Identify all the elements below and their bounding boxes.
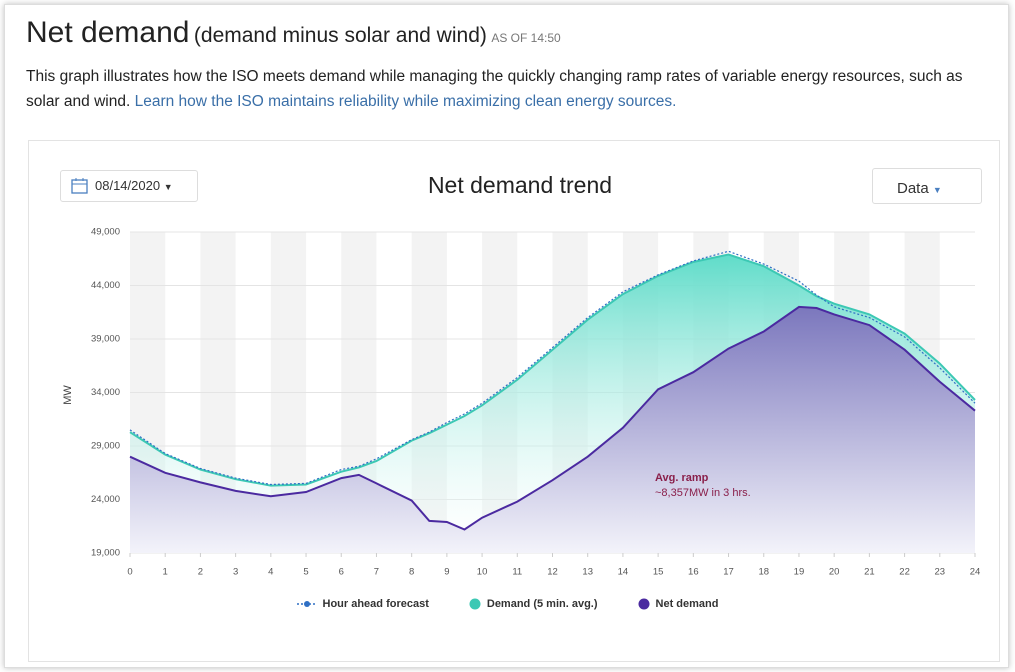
legend-swatch bbox=[296, 601, 317, 607]
x-tick-label: 10 bbox=[477, 567, 488, 578]
legend-swatch bbox=[469, 598, 481, 610]
x-tick-label: 8 bbox=[409, 567, 414, 578]
x-tick-label: 12 bbox=[547, 567, 558, 578]
x-tick-label: 18 bbox=[758, 567, 769, 578]
annotation-text: ~8,357MW in 3 hrs. bbox=[655, 487, 751, 499]
annotation-title: Avg. ramp bbox=[655, 472, 709, 484]
forecast-line bbox=[129, 250, 976, 486]
y-tick-label: 39,000 bbox=[91, 334, 120, 345]
y-tick-label: 49,000 bbox=[91, 227, 120, 238]
x-tick-label: 11 bbox=[512, 567, 522, 578]
description-text: This graph illustrates how the ISO meets… bbox=[26, 68, 963, 110]
y-tick-label: 34,000 bbox=[91, 387, 120, 398]
x-tick-label: 24 bbox=[970, 567, 981, 578]
data-button[interactable]: Data ▼ bbox=[872, 168, 982, 204]
link[interactable]: Learn how the ISO maintains reliability … bbox=[134, 93, 677, 110]
page-subtitle: (demand minus solar and wind) bbox=[193, 24, 487, 47]
x-tick-label: 17 bbox=[723, 567, 734, 578]
caret: ▼ bbox=[163, 182, 173, 192]
data-button-text: Data bbox=[897, 180, 929, 197]
x-tick-label: 21 bbox=[864, 567, 875, 578]
x-tick-label: 9 bbox=[444, 567, 449, 578]
x-tick-label: 0 bbox=[127, 567, 132, 578]
legend-item[interactable]: Net demand bbox=[638, 598, 719, 610]
x-tick-label: 20 bbox=[829, 567, 840, 578]
date-text: 08/14/2020 bbox=[95, 178, 161, 193]
x-tick-label: 22 bbox=[899, 567, 910, 578]
y-tick-label: 24,000 bbox=[91, 494, 120, 505]
calendar-icon bbox=[71, 178, 88, 194]
x-tick-label: 15 bbox=[653, 567, 664, 578]
y-axis-label: MW bbox=[62, 385, 74, 405]
page-title: Net demand bbox=[26, 16, 190, 49]
x-tick-label: 1 bbox=[163, 567, 168, 578]
x-tick-label: 2 bbox=[198, 567, 203, 578]
header: Net demand (demand minus solar and wind)… bbox=[26, 16, 561, 50]
chart-box bbox=[28, 140, 1000, 662]
y-tick-label: 29,000 bbox=[91, 441, 120, 452]
x-tick-label: 3 bbox=[233, 567, 238, 578]
x-tick-label: 19 bbox=[794, 567, 805, 578]
legend-label: Demand (5 min. avg.) bbox=[486, 598, 598, 610]
legend-label: Net demand bbox=[655, 598, 719, 610]
x-tick-label: 23 bbox=[935, 567, 946, 578]
x-tick-label: 13 bbox=[582, 567, 593, 578]
legend-item[interactable]: Hour ahead forecast bbox=[296, 598, 429, 610]
caret: ▼ bbox=[932, 185, 942, 195]
y-tick-label: 44,000 bbox=[91, 280, 120, 291]
legend-swatch bbox=[638, 598, 650, 610]
x-tick-label: 6 bbox=[339, 567, 344, 578]
chart-title: Net demand trend bbox=[428, 172, 612, 198]
net-demand-area bbox=[130, 306, 975, 553]
as-of: AS OF 14:50 bbox=[491, 31, 561, 45]
x-tick-label: 7 bbox=[374, 567, 379, 578]
net-demand-line bbox=[129, 305, 976, 531]
y-tick-label: 19,000 bbox=[91, 548, 120, 559]
legend-item[interactable]: Demand (5 min. avg.) bbox=[469, 598, 598, 610]
x-tick-label: 14 bbox=[618, 567, 629, 578]
x-tick-label: 4 bbox=[268, 567, 273, 578]
x-tick-label: 5 bbox=[303, 567, 308, 578]
legend: Hour ahead forecast Demand (5 min. avg.) N… bbox=[0, 598, 1015, 610]
legend-label: Hour ahead forecast bbox=[322, 598, 429, 610]
x-tick-label: 16 bbox=[688, 567, 699, 578]
description: This graph illustrates how the ISO meets… bbox=[26, 64, 986, 114]
date-picker[interactable]: 08/14/2020 ▼ bbox=[60, 170, 198, 202]
